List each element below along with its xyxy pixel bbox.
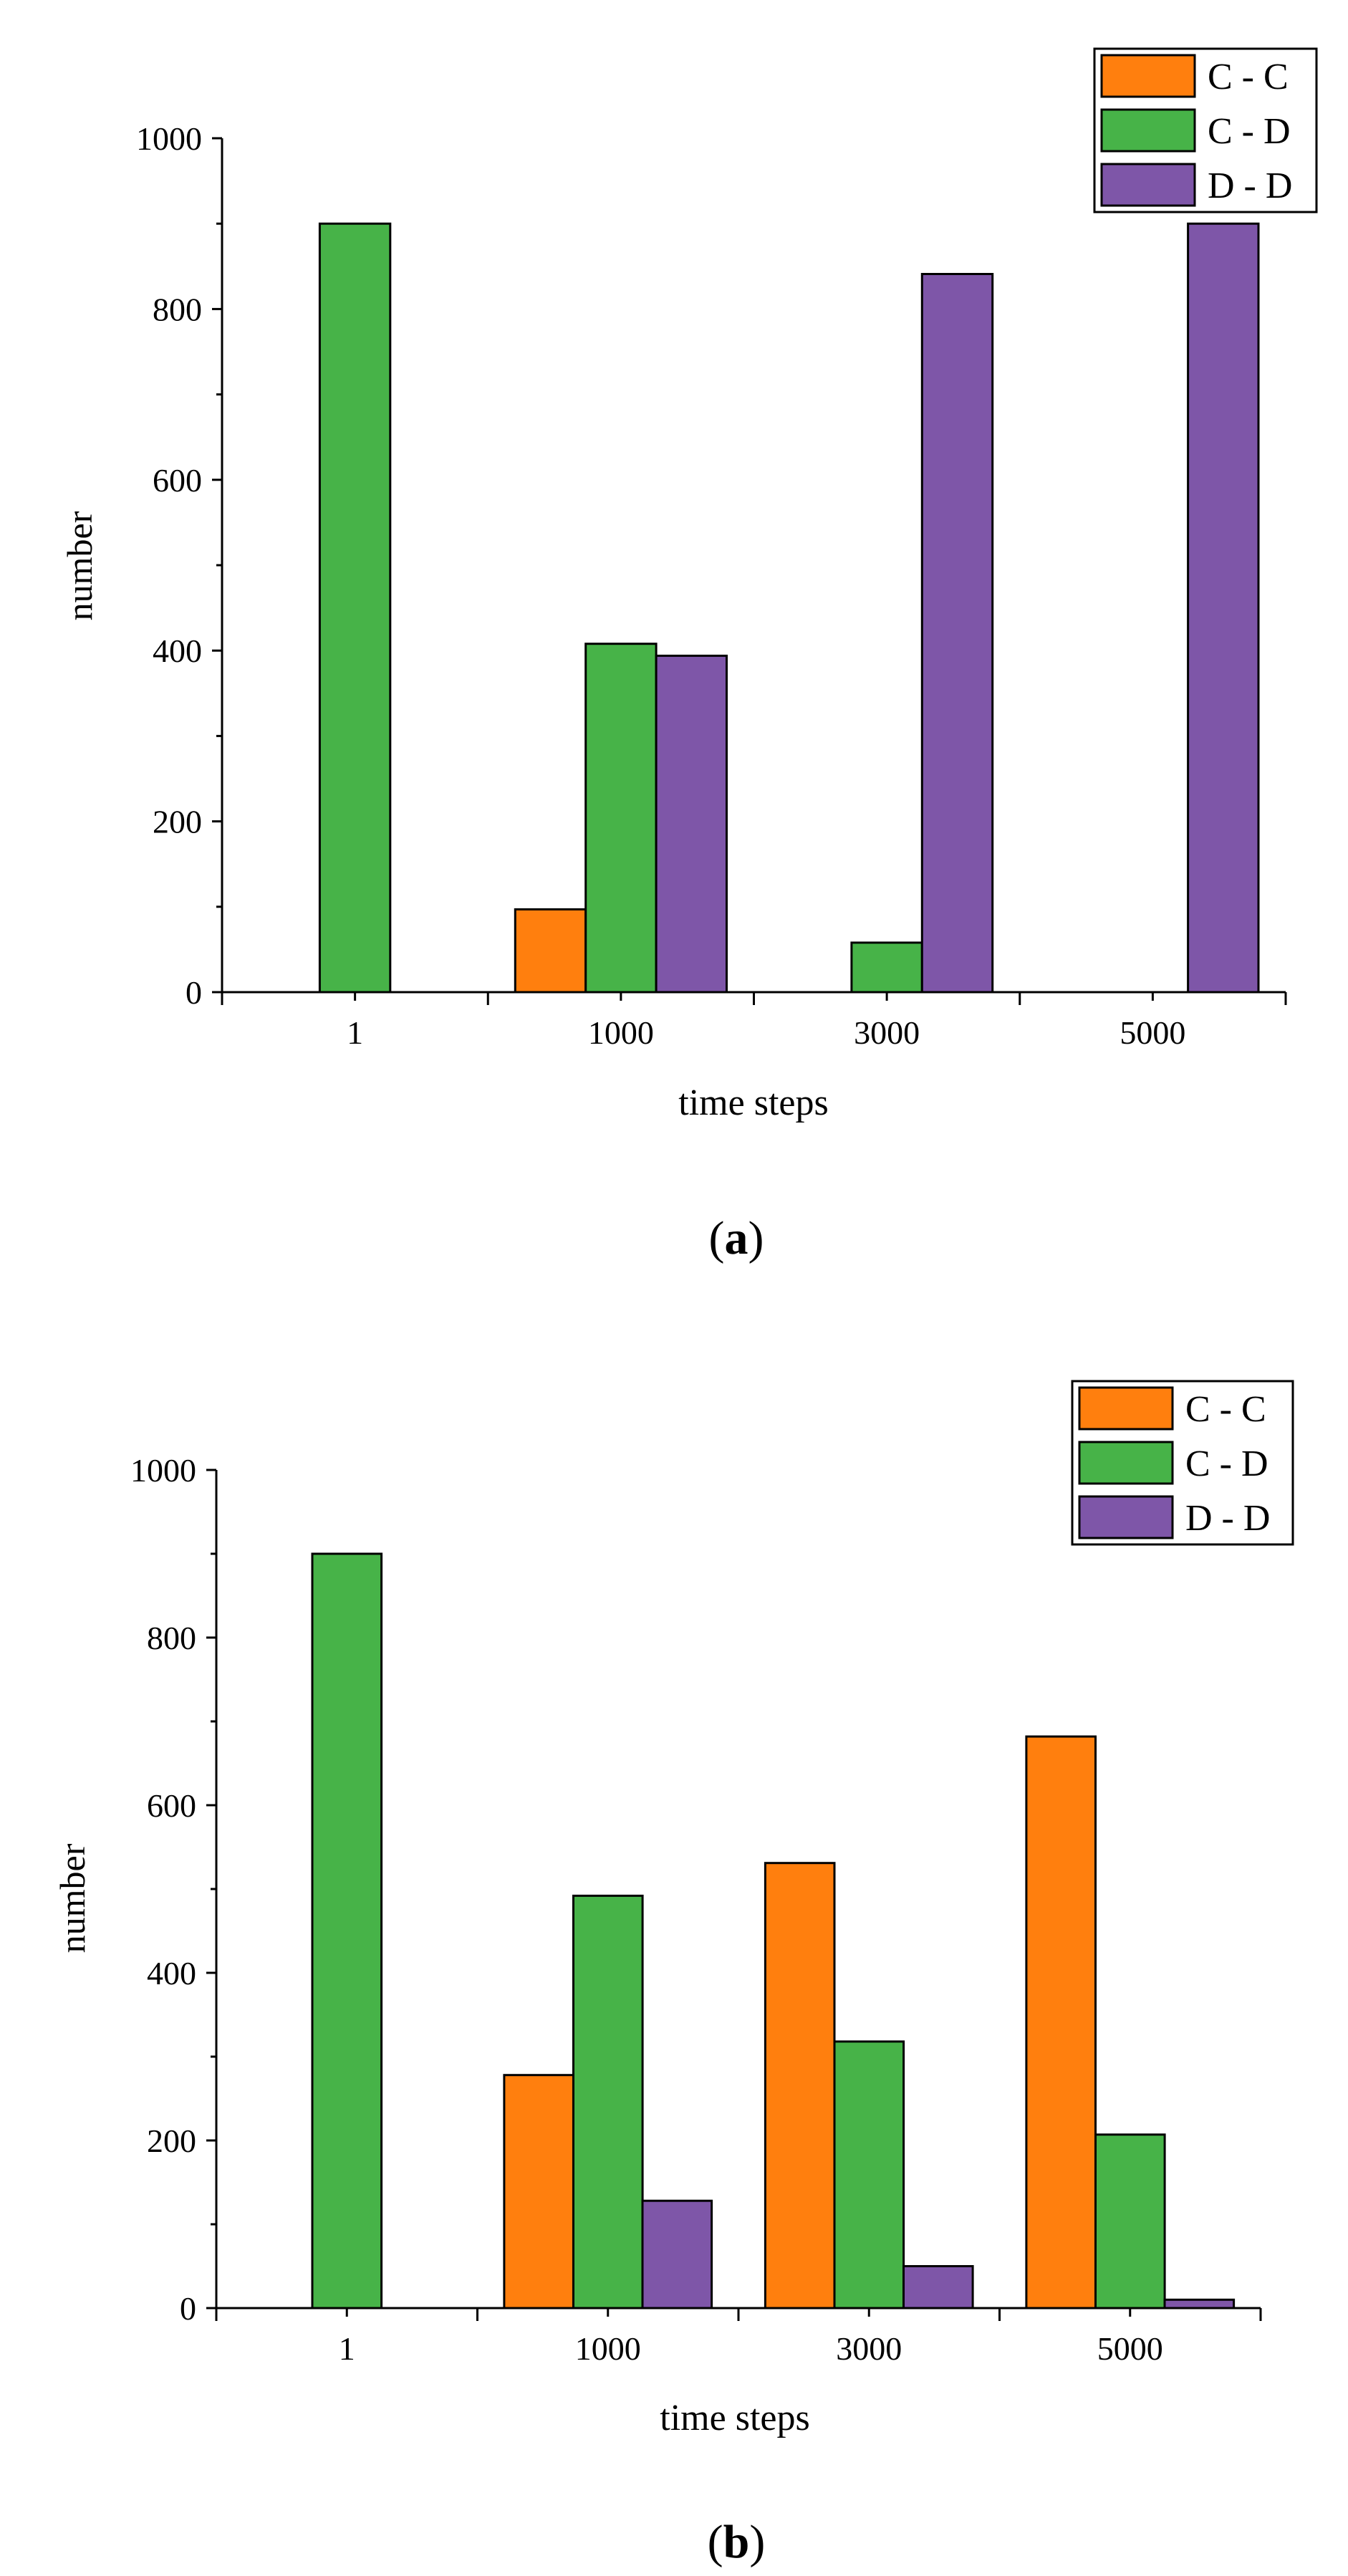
- x-tick-label-b-1000: 1000: [575, 2330, 641, 2367]
- bar-a-c-d-1: [318, 222, 392, 994]
- chart-panel-a: 0 200 400 600 800 1000 1 1000 3000 5000 number ti…: [59, 47, 1318, 1264]
- legend-label-a-2: D - D: [1208, 165, 1292, 206]
- bar-b-d-d-1000: [641, 2199, 713, 2310]
- panel-caption-a: (a): [709, 1212, 764, 1264]
- legend-b: C - C C - D D - D: [1071, 1380, 1294, 1546]
- legend-a: C - C C - D D - D: [1093, 47, 1318, 213]
- panel-caption-b: (b): [708, 2516, 766, 2568]
- panel-label-b: b: [723, 2516, 750, 2568]
- plot-area-b: 0 200 400 600 800 1000 1 1000 3000 5000: [130, 1452, 1262, 2367]
- bar-b-d-d-5000: [1163, 2298, 1236, 2310]
- bar-b-c-c-1000: [503, 2074, 575, 2310]
- y-tick-label-a-1000: 1000: [136, 120, 202, 157]
- legend-swatch-a-2: [1100, 163, 1196, 207]
- xlabel-a: time steps: [678, 1082, 828, 1123]
- x-tick-label-a-1000: 1000: [588, 1014, 654, 1051]
- legend-swatch-a-1: [1100, 108, 1196, 153]
- bar-b-d-d-3000: [902, 2265, 974, 2310]
- y-tick-label-a-800: 800: [153, 291, 202, 327]
- bar-a-d-d-1000: [655, 654, 728, 994]
- y-tick-label-b-200: 200: [147, 2123, 196, 2159]
- bar-b-c-d-3000: [833, 2040, 905, 2310]
- xlabel-b: time steps: [660, 2398, 809, 2438]
- y-tick-label-a-600: 600: [153, 462, 202, 499]
- x-tick-label-b-5000: 5000: [1097, 2330, 1163, 2367]
- legend-label-a-0: C - C: [1208, 57, 1289, 97]
- legend-swatch-b-2: [1078, 1495, 1174, 1539]
- y-tick-label-b-400: 400: [147, 1955, 196, 1991]
- y-tick-label-a-0: 0: [186, 974, 202, 1011]
- bar-a-c-d-3000: [850, 941, 923, 994]
- bar-a-c-d-1000: [584, 643, 658, 994]
- chart-panel-b: 0 200 400 600 800 1000 1 1000 3000 5000 number ti…: [52, 1380, 1294, 2568]
- legend-label-b-1: C - D: [1185, 1443, 1268, 1484]
- y-tick-label-b-1000: 1000: [130, 1452, 196, 1489]
- bar-b-c-c-5000: [1025, 1735, 1097, 2310]
- legend-label-b-0: C - C: [1185, 1389, 1266, 1430]
- legend-swatch-a-0: [1100, 54, 1196, 98]
- bar-b-c-c-3000: [764, 1862, 836, 2310]
- y-tick-label-b-600: 600: [147, 1787, 196, 1824]
- bar-a-d-d-5000: [1187, 222, 1260, 994]
- x-tick-label-b-1: 1: [339, 2330, 355, 2367]
- bar-a-c-c-1000: [514, 908, 587, 994]
- ylabel-b: number: [52, 1843, 92, 1953]
- bar-a-d-d-3000: [920, 273, 994, 994]
- panel-label-a: a: [725, 1212, 748, 1264]
- x-tick-label-a-5000: 5000: [1120, 1014, 1185, 1051]
- bar-b-c-d-5000: [1094, 2133, 1166, 2310]
- y-tick-label-a-400: 400: [153, 633, 202, 669]
- plot-area-a: 0 200 400 600 800 1000 1 1000 3000 5000: [136, 120, 1287, 1051]
- y-tick-label-a-200: 200: [153, 804, 202, 840]
- x-tick-label-a-1: 1: [347, 1014, 363, 1051]
- y-tick-label-b-800: 800: [147, 1620, 196, 1656]
- legend-label-b-2: D - D: [1185, 1498, 1270, 1539]
- x-tick-label-b-3000: 3000: [836, 2330, 902, 2367]
- legend-swatch-b-0: [1078, 1386, 1174, 1431]
- x-tick-label-a-3000: 3000: [854, 1014, 920, 1051]
- bar-b-c-d-1: [311, 1552, 383, 2310]
- bar-b-c-d-1000: [572, 1894, 644, 2310]
- legend-swatch-b-1: [1078, 1441, 1174, 1485]
- y-tick-label-b-0: 0: [180, 2290, 196, 2327]
- ylabel-a: number: [59, 511, 100, 620]
- legend-label-a-1: C - D: [1208, 111, 1291, 152]
